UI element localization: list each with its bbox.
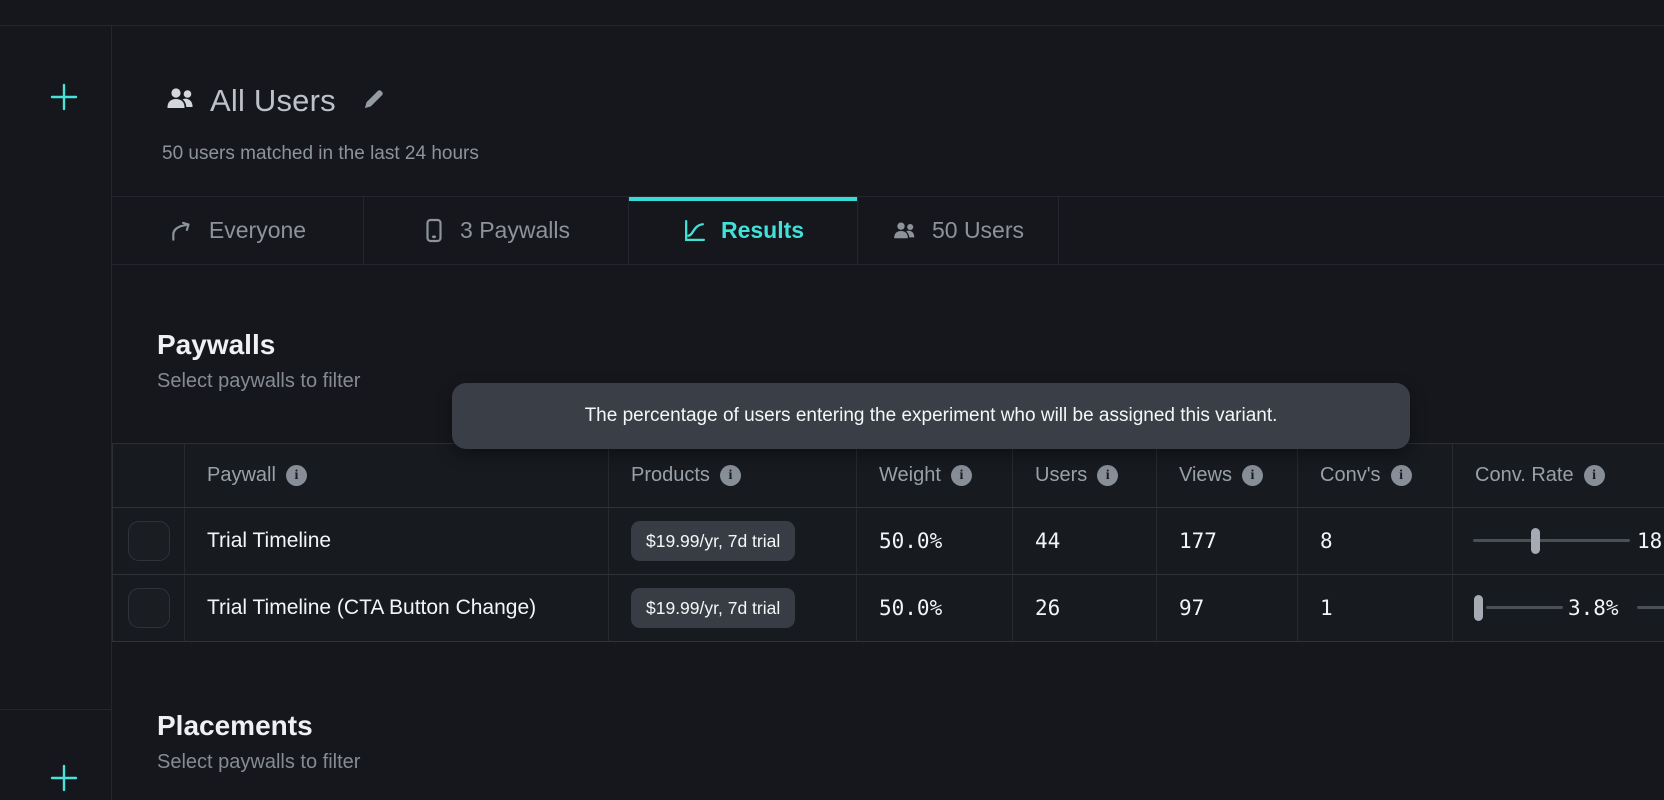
convs-value: 1: [1320, 596, 1333, 620]
tab-paywalls[interactable]: 3 Paywalls: [364, 197, 629, 264]
phone-icon: [422, 218, 446, 244]
product-badge: $19.99/yr, 7d trial: [631, 588, 796, 628]
slider-handle[interactable]: [1474, 595, 1483, 621]
tab-everyone[interactable]: Everyone: [112, 197, 364, 264]
tab-label: 50 Users: [931, 217, 1025, 243]
views-cell: 97: [1157, 575, 1298, 642]
paywalls-section-subtitle: Select paywalls to filter: [157, 370, 361, 392]
page-title: All Users: [210, 83, 336, 118]
views-value: 97: [1179, 596, 1205, 620]
info-icon[interactable]: i: [285, 465, 307, 486]
info-icon[interactable]: i: [950, 465, 972, 486]
weight-cell: 50.0%: [857, 508, 1013, 575]
tab-label: Everyone: [208, 217, 307, 243]
header-convs: Conv's i: [1298, 444, 1453, 508]
slider-track: [1637, 606, 1664, 609]
conv-rate-value: 3.8%: [1568, 596, 1619, 620]
info-icon[interactable]: i: [1390, 465, 1412, 486]
users-cell: 44: [1013, 508, 1157, 575]
slider-track: [1486, 606, 1563, 609]
convs-cell: 1: [1298, 575, 1453, 642]
conv-rate-cell: 18: [1453, 508, 1664, 575]
page-subtitle: 50 users matched in the last 24 hours: [162, 143, 479, 164]
header-select-column: [113, 444, 185, 508]
weight-value: 50.0%: [879, 529, 943, 553]
paywall-name: Trial Timeline (CTA Button Change): [207, 596, 537, 619]
paywall-name: Trial Timeline: [207, 529, 332, 552]
edit-title-button[interactable]: [362, 88, 385, 111]
tooltip-text: The percentage of users entering the exp…: [584, 405, 1278, 426]
paywalls-section-title: Paywalls: [157, 329, 276, 360]
conv-rate-cell: 3.8%: [1453, 575, 1664, 642]
plus-icon: [49, 82, 79, 112]
tab-users[interactable]: 50 Users: [858, 197, 1059, 264]
pencil-icon: [362, 88, 385, 111]
table-row-cell: [113, 508, 185, 575]
add-placement-button[interactable]: [47, 761, 81, 795]
paywalls-table: Paywall i Products i Weight i Users i Vi…: [112, 443, 1664, 642]
users-icon: [892, 219, 918, 243]
users-cell: 26: [1013, 575, 1157, 642]
convs-cell: 8: [1298, 508, 1453, 575]
tab-results[interactable]: Results: [629, 197, 858, 264]
chart-curve-icon: [682, 218, 707, 243]
info-icon[interactable]: i: [1242, 465, 1263, 486]
add-audience-button[interactable]: [47, 80, 81, 114]
header-views: Views i: [1157, 444, 1298, 508]
tab-label: Results: [720, 217, 805, 243]
users-value: 44: [1035, 529, 1061, 553]
header-conv-rate: Conv. Rate i: [1453, 444, 1664, 508]
split-arrow-icon: [169, 218, 195, 244]
conv-rate-value: 18: [1637, 529, 1663, 553]
row-checkbox[interactable]: [127, 521, 170, 561]
weight-cell: 50.0%: [857, 575, 1013, 642]
slider-track: [1473, 539, 1630, 542]
views-cell: 177: [1157, 508, 1298, 575]
tab-bar: Everyone 3 Paywalls Results: [112, 196, 1664, 265]
header-weight: Weight i: [857, 444, 1013, 508]
column-label: Conv's: [1320, 464, 1381, 486]
column-label: Views: [1179, 464, 1232, 486]
column-label: Weight: [879, 464, 941, 486]
placements-section-title: Placements: [157, 710, 313, 741]
placements-section-subtitle: Select paywalls to filter: [157, 751, 361, 773]
paywall-name-cell: Trial Timeline: [185, 508, 609, 575]
paywall-name-cell: Trial Timeline (CTA Button Change): [185, 575, 609, 642]
sidebar: [0, 26, 112, 800]
column-label: Products: [631, 464, 710, 486]
users-icon: [165, 84, 197, 119]
tab-label: 3 Paywalls: [460, 217, 570, 243]
header-paywall: Paywall i: [185, 444, 609, 508]
products-cell: $19.99/yr, 7d trial: [609, 575, 857, 642]
plus-icon: [49, 763, 79, 793]
convs-value: 8: [1320, 529, 1333, 553]
header-users: Users i: [1013, 444, 1157, 508]
info-icon[interactable]: i: [1097, 465, 1119, 486]
products-cell: $19.99/yr, 7d trial: [609, 508, 857, 575]
views-value: 177: [1179, 529, 1217, 553]
column-label: Conv. Rate: [1475, 464, 1574, 486]
weight-value: 50.0%: [879, 596, 943, 620]
header-products: Products i: [609, 444, 857, 508]
weight-tooltip: The percentage of users entering the exp…: [452, 383, 1410, 449]
table-row-cell: [113, 575, 185, 642]
product-badge: $19.99/yr, 7d trial: [631, 521, 796, 561]
sidebar-divider: [0, 709, 111, 710]
info-icon[interactable]: i: [1583, 465, 1605, 486]
row-checkbox[interactable]: [127, 588, 170, 628]
users-value: 26: [1035, 596, 1061, 620]
top-bar: [0, 0, 1664, 26]
column-label: Users: [1035, 464, 1088, 486]
slider-handle[interactable]: [1531, 528, 1540, 554]
info-icon[interactable]: i: [719, 465, 741, 486]
column-label: Paywall: [207, 464, 276, 486]
